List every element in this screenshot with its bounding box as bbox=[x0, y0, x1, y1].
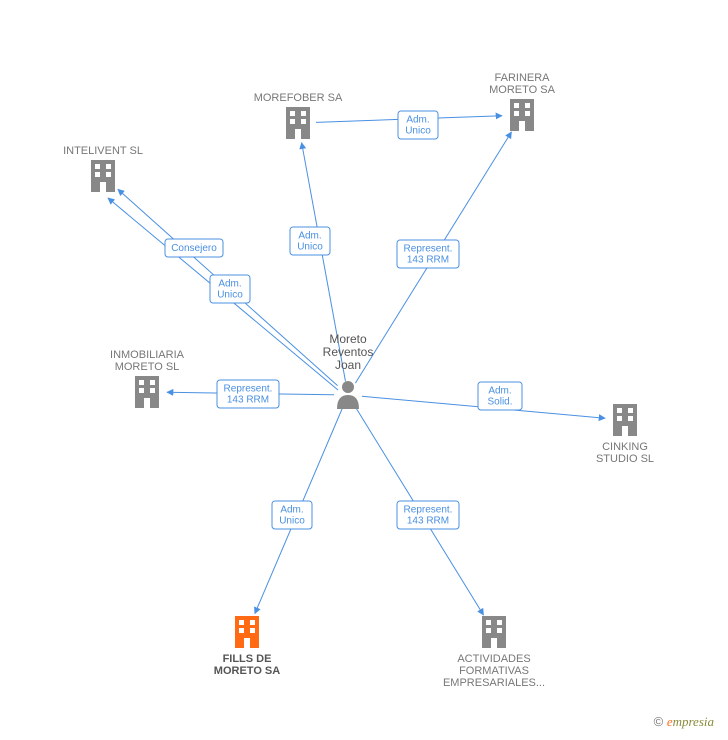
edge-label: Adm.Solid. bbox=[478, 382, 522, 410]
svg-text:Solid.: Solid. bbox=[487, 397, 512, 408]
company-node: ACTIVIDADESFORMATIVASEMPRESARIALES... bbox=[443, 616, 545, 689]
edge-label: Adm.Unico bbox=[290, 227, 330, 255]
svg-text:Adm.: Adm. bbox=[298, 231, 321, 242]
svg-text:Adm.: Adm. bbox=[406, 115, 429, 126]
svg-text:CINKING: CINKING bbox=[602, 441, 648, 453]
svg-text:EMPRESARIALES...: EMPRESARIALES... bbox=[443, 677, 545, 689]
center-person-node: MoretoReventosJoan bbox=[323, 332, 374, 409]
svg-text:MORETO SL: MORETO SL bbox=[115, 361, 180, 373]
svg-text:Unico: Unico bbox=[279, 516, 305, 527]
edge-label: Adm.Unico bbox=[398, 111, 438, 139]
copyright-symbol: © bbox=[654, 714, 664, 729]
edge-label: Consejero bbox=[165, 239, 223, 257]
svg-text:Unico: Unico bbox=[405, 126, 431, 137]
svg-text:Joan: Joan bbox=[335, 358, 361, 372]
svg-text:143 RRM: 143 RRM bbox=[227, 395, 269, 406]
network-diagram: ConsejeroAdm.UnicoAdm.UnicoAdm.UnicoRepr… bbox=[0, 0, 728, 740]
company-node: CINKINGSTUDIO SL bbox=[596, 404, 654, 465]
svg-text:MORETO SA: MORETO SA bbox=[214, 665, 280, 677]
svg-text:Adm.: Adm. bbox=[488, 386, 511, 397]
company-node: FARINERAMORETO SA bbox=[489, 72, 555, 131]
svg-text:Represent.: Represent. bbox=[404, 244, 453, 255]
svg-text:Consejero: Consejero bbox=[171, 243, 217, 254]
svg-text:Represent.: Represent. bbox=[224, 384, 273, 395]
edge-label: Represent.143 RRM bbox=[397, 501, 459, 529]
svg-text:FILLS DE: FILLS DE bbox=[223, 653, 272, 665]
svg-text:Represent.: Represent. bbox=[404, 505, 453, 516]
svg-text:ACTIVIDADES: ACTIVIDADES bbox=[457, 653, 530, 665]
svg-text:143 RRM: 143 RRM bbox=[407, 516, 449, 527]
svg-text:143 RRM: 143 RRM bbox=[407, 255, 449, 266]
svg-text:MOREFOBER SA: MOREFOBER SA bbox=[254, 92, 343, 104]
svg-text:STUDIO SL: STUDIO SL bbox=[596, 453, 654, 465]
svg-text:FARINERA: FARINERA bbox=[494, 72, 550, 84]
footer-credit: © empresia bbox=[654, 714, 714, 730]
company-node: INTELIVENT SL bbox=[63, 145, 143, 192]
svg-text:MORETO SA: MORETO SA bbox=[489, 84, 555, 96]
svg-text:Adm.: Adm. bbox=[218, 279, 241, 290]
edge-label: Adm.Unico bbox=[272, 501, 312, 529]
svg-text:Unico: Unico bbox=[297, 242, 323, 253]
company-node: FILLS DEMORETO SA bbox=[214, 616, 280, 677]
svg-text:INTELIVENT SL: INTELIVENT SL bbox=[63, 145, 143, 157]
svg-text:Adm.: Adm. bbox=[280, 505, 303, 516]
company-node: INMOBILIARIAMORETO SL bbox=[110, 349, 185, 408]
edge-label: Represent.143 RRM bbox=[217, 380, 279, 408]
svg-text:Unico: Unico bbox=[217, 290, 243, 301]
svg-text:Moreto: Moreto bbox=[329, 332, 367, 346]
edge-label: Represent.143 RRM bbox=[397, 240, 459, 268]
svg-text:INMOBILIARIA: INMOBILIARIA bbox=[110, 349, 185, 361]
svg-text:Reventos: Reventos bbox=[323, 345, 374, 359]
company-node: MOREFOBER SA bbox=[254, 92, 343, 139]
edge-label: Adm.Unico bbox=[210, 275, 250, 303]
svg-text:FORMATIVAS: FORMATIVAS bbox=[459, 665, 529, 677]
brand-rest: mpresia bbox=[673, 714, 714, 729]
